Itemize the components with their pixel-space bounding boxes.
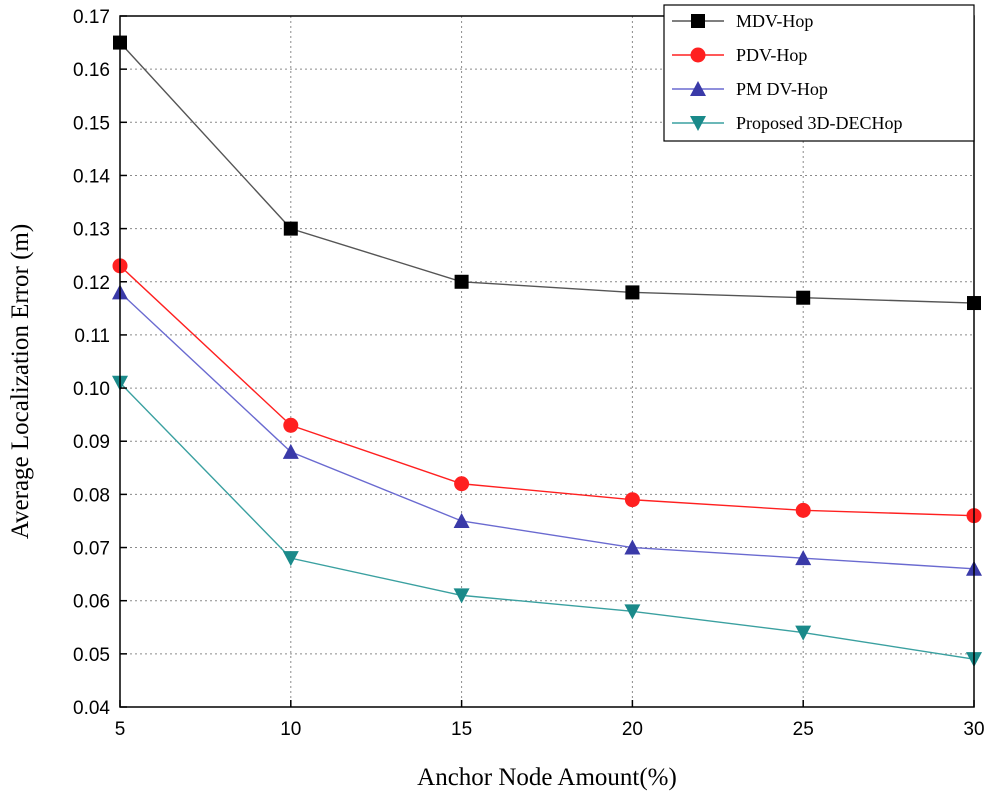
axis-ticks: 5 10 15 20 25 30 0.04 0.05 0.06 0.07 0.08 0.09 0.10 0… [73, 7, 985, 740]
legend-label: Proposed 3D-DECHop [736, 113, 903, 133]
y-tick-label: 0.15 [73, 113, 110, 134]
data-point [283, 221, 298, 236]
y-tick-label: 0.09 [73, 432, 110, 453]
data-point [453, 588, 470, 604]
series-proposed-3d-dechop [112, 375, 982, 668]
series-pm-dv-hop [112, 284, 982, 576]
y-axis-label: Average Localization Error (m) [7, 224, 34, 539]
y-tick-label: 0.04 [73, 698, 110, 719]
legend-label: MDV-Hop [736, 11, 813, 31]
y-tick-label: 0.06 [73, 592, 110, 613]
legend-marker [690, 116, 706, 131]
legend-label: PDV-Hop [736, 45, 807, 65]
legend-label: PM DV-Hop [736, 79, 828, 99]
data-point [624, 492, 640, 508]
x-tick-label: 25 [793, 719, 814, 740]
data-point [282, 443, 299, 459]
legend-marker [691, 14, 705, 28]
legend-marker [690, 81, 706, 96]
data-point [795, 502, 811, 518]
legend: MDV-Hop PDV-Hop PM DV-Hop Proposed 3D-DECHo… [663, 4, 975, 142]
y-tick-label: 0.12 [73, 273, 110, 294]
x-tick-label: 5 [115, 719, 126, 740]
data-point [795, 625, 812, 641]
legend-item: Proposed 3D-DECHop [672, 113, 903, 133]
y-tick-label: 0.10 [73, 379, 110, 400]
y-tick-label: 0.11 [74, 326, 110, 347]
legend-box [663, 4, 975, 142]
data-point [624, 539, 641, 555]
plot-frame [119, 15, 975, 708]
series-layer [112, 35, 982, 668]
data-point [454, 274, 469, 289]
legend-item: PM DV-Hop [672, 79, 828, 99]
data-point [625, 285, 640, 300]
data-point [282, 551, 299, 567]
series-line [119, 42, 975, 304]
x-tick-label: 20 [622, 719, 643, 740]
data-point [624, 604, 641, 620]
data-point [283, 417, 299, 433]
y-tick-label: 0.13 [73, 220, 110, 241]
legend-item: PDV-Hop [672, 45, 807, 65]
y-tick-label: 0.17 [73, 7, 110, 28]
legend-item: MDV-Hop [672, 11, 813, 31]
data-point [453, 512, 470, 528]
x-tick-label: 10 [280, 719, 301, 740]
y-tick-label: 0.16 [73, 60, 110, 81]
series-mdv-hop [113, 35, 981, 311]
y-tick-label: 0.08 [73, 485, 110, 506]
y-tick-label: 0.14 [73, 166, 110, 187]
data-point [795, 550, 812, 566]
series-line [119, 265, 975, 517]
x-axis-label: Anchor Node Amount(%) [417, 764, 677, 791]
series-pdv-hop [112, 258, 982, 524]
x-tick-label: 30 [963, 719, 984, 740]
data-point [796, 290, 811, 305]
legend-marker [690, 47, 706, 63]
x-tick-label: 15 [451, 719, 472, 740]
series-line [119, 291, 975, 570]
data-point [454, 476, 470, 492]
y-tick-label: 0.07 [73, 539, 110, 560]
y-tick-label: 0.05 [73, 645, 110, 666]
series-line [119, 382, 975, 660]
